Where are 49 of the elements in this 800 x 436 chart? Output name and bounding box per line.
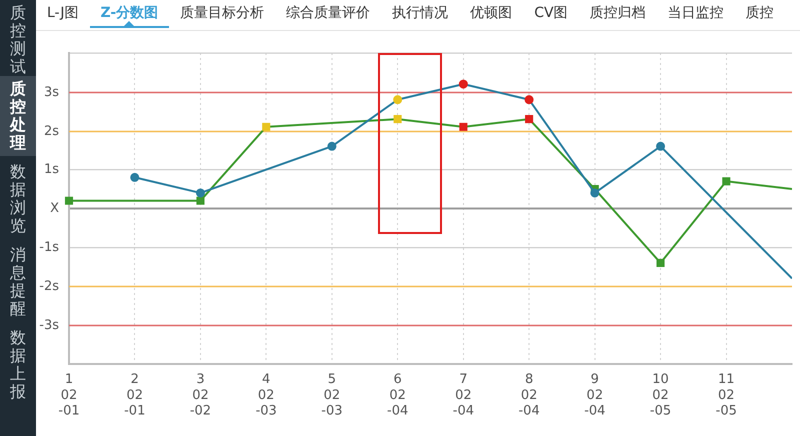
text: 综合质量评价 [285,4,372,23]
ref-line-label: -3s [39,318,60,333]
text: 数据浏览 [10,162,26,235]
point [130,172,140,182]
ref-line-label: -2s [39,278,60,294]
text: 数据上报 [10,328,26,401]
x-tick-label: 7 02 -04 [452,372,474,418]
x-tick-label: 9 02 -04 [584,372,606,418]
point [393,95,402,104]
point [656,258,665,267]
x-tick-label: 4 02 -03 [256,372,277,418]
point [459,122,468,131]
point [458,80,468,89]
text: 质控归档 [588,4,647,23]
point [525,115,534,124]
x-tick-label: 1 02 -01 [58,372,80,418]
y-tick-label: -1s [39,240,60,255]
text: 优顿图 [469,4,514,23]
y-tick-label: 1s [44,162,60,177]
text: 消息提醒 [10,245,26,318]
text: Z-分数图 [90,0,170,28]
x-tick-label: 8 02 -04 [518,372,540,418]
text: 质控 [744,4,775,23]
point [262,122,270,131]
point [196,196,204,205]
x-tick-label: 3 02 -02 [190,372,212,418]
point [524,95,534,104]
point [394,115,402,124]
point [64,196,74,205]
point [196,188,205,198]
x-tick-label: 5 02 -03 [321,372,343,418]
x-tick-label: 10 02 -05 [650,372,672,418]
text: 当日监控 [666,4,725,23]
text: CV图 [533,4,569,23]
text: 质量目标分析 [179,4,266,23]
ref-line-label: 3s [44,84,60,100]
text: 质控测试 [10,3,26,76]
ref-line-label: 2s [44,124,60,139]
text: 执行情况 [391,4,450,23]
point [722,177,730,186]
point [590,188,600,198]
y-tick-label: X [50,200,60,216]
x-tick-label: 6 02 -04 [387,372,408,418]
text: L-J图 [46,4,80,23]
text: 质控处理 [10,79,26,152]
point [327,142,336,151]
x-tick-label: 2 02 -01 [124,372,146,418]
point [656,142,666,151]
x-tick-label: 11 02 -05 [716,372,737,418]
